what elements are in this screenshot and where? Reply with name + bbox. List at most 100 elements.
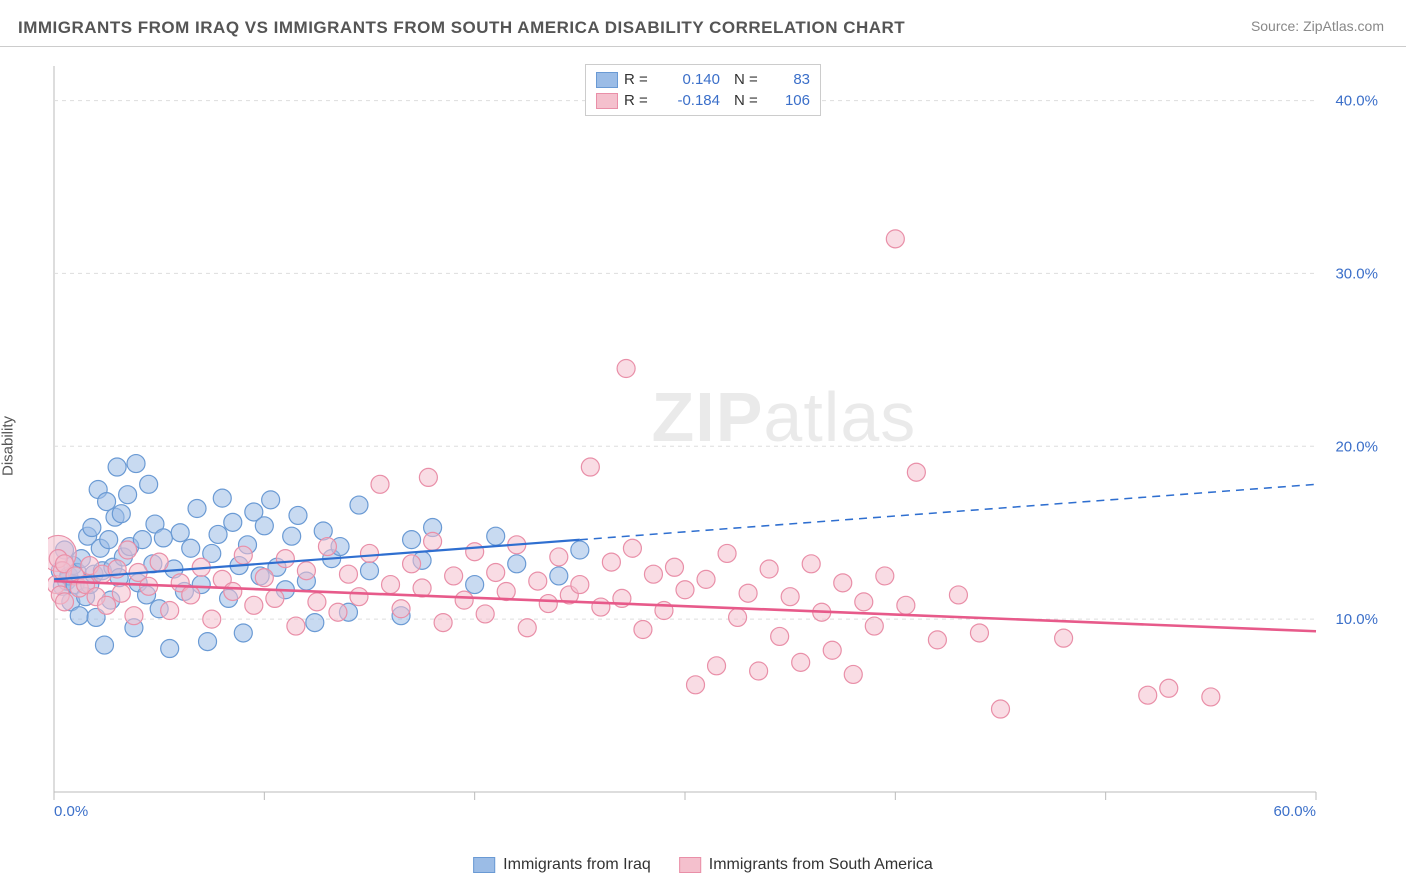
scatter-point [119, 541, 137, 559]
scatter-point [445, 567, 463, 585]
scatter-point [350, 588, 368, 606]
legend-series-label: Immigrants from South America [709, 856, 933, 874]
scatter-point [98, 596, 116, 614]
scatter-point [729, 608, 747, 626]
scatter-point [865, 617, 883, 635]
scatter-point [697, 570, 715, 588]
scatter-point [245, 596, 263, 614]
chart-container: IMMIGRANTS FROM IRAQ VS IMMIGRANTS FROM … [0, 0, 1406, 892]
scatter-point [539, 595, 557, 613]
legend-swatch-icon [679, 857, 701, 873]
legend-n-value: 83 [770, 71, 810, 88]
scatter-point [855, 593, 873, 611]
legend-series-item: Immigrants from South America [679, 856, 933, 874]
scatter-point [95, 636, 113, 654]
legend-r-value: 0.140 [660, 71, 720, 88]
scatter-point [350, 496, 368, 514]
chart-title: IMMIGRANTS FROM IRAQ VS IMMIGRANTS FROM … [18, 18, 1388, 38]
scatter-point [161, 602, 179, 620]
legend-n-value: 106 [770, 92, 810, 109]
legend-swatch-icon [473, 857, 495, 873]
scatter-point [234, 624, 252, 642]
x-tick-label: 0.0% [54, 803, 88, 820]
scatter-point [382, 576, 400, 594]
scatter-point [140, 475, 158, 493]
scatter-point [392, 600, 410, 618]
scatter-point [487, 527, 505, 545]
scatter-point [262, 491, 280, 509]
watermark: ZIPatlas [652, 378, 917, 456]
scatter-point [224, 513, 242, 531]
y-axis-label: Disability [0, 416, 17, 476]
scatter-point [203, 610, 221, 628]
scatter-point [802, 555, 820, 573]
legend-correlation-row: R =0.140N =83 [596, 69, 810, 90]
scatter-point [617, 360, 635, 378]
scatter-point [739, 584, 757, 602]
scatter-point [518, 619, 536, 637]
source-label: Source: ZipAtlas.com [1251, 18, 1384, 34]
scatter-point [907, 463, 925, 481]
scatter-point [209, 525, 227, 543]
scatter-point [361, 562, 379, 580]
legend-r-label: R = [624, 92, 654, 109]
scatter-point [434, 614, 452, 632]
scatter-point [781, 588, 799, 606]
legend-n-label: N = [734, 92, 764, 109]
scatter-point [581, 458, 599, 476]
scatter-point [992, 700, 1010, 718]
scatter-point [676, 581, 694, 599]
scatter-point [161, 640, 179, 658]
scatter-point [466, 576, 484, 594]
scatter-point [550, 548, 568, 566]
scatter-point [592, 598, 610, 616]
scatter-point [371, 475, 389, 493]
scatter-point [1202, 688, 1220, 706]
chart-plot-area: 10.0%20.0%30.0%40.0%0.0%60.0%ZIPatlas [48, 60, 1386, 822]
scatter-point [154, 529, 172, 547]
scatter-point [834, 574, 852, 592]
scatter-point [571, 576, 589, 594]
scatter-point [823, 641, 841, 659]
scatter-point [928, 631, 946, 649]
trend-line-extrapolated [580, 484, 1316, 539]
scatter-point [127, 455, 145, 473]
scatter-point [844, 665, 862, 683]
scatter-point [602, 553, 620, 571]
scatter-point [403, 555, 421, 573]
chart-svg: 10.0%20.0%30.0%40.0%0.0%60.0%ZIPatlas [48, 60, 1386, 822]
scatter-point [529, 572, 547, 590]
scatter-point [318, 538, 336, 556]
scatter-point [665, 558, 683, 576]
scatter-point [188, 500, 206, 518]
scatter-point [234, 546, 252, 564]
scatter-point [70, 607, 88, 625]
scatter-point [213, 489, 231, 507]
y-tick-label: 10.0% [1335, 611, 1378, 628]
scatter-point [455, 591, 473, 609]
scatter-point [403, 531, 421, 549]
scatter-point [182, 539, 200, 557]
scatter-point [876, 567, 894, 585]
scatter-point [339, 565, 357, 583]
legend-swatch-icon [596, 93, 618, 109]
scatter-point [634, 621, 652, 639]
scatter-point [171, 524, 189, 542]
scatter-point [199, 633, 217, 651]
scatter-point [255, 517, 273, 535]
scatter-point [283, 527, 301, 545]
scatter-point [886, 230, 904, 248]
scatter-point [276, 550, 294, 568]
scatter-point [750, 662, 768, 680]
scatter-point [112, 505, 130, 523]
legend-correlation-row: R =-0.184N =106 [596, 90, 810, 111]
scatter-point [1139, 686, 1157, 704]
y-tick-label: 30.0% [1335, 265, 1378, 282]
scatter-point [419, 468, 437, 486]
scatter-point [287, 617, 305, 635]
scatter-point [266, 589, 284, 607]
y-tick-label: 20.0% [1335, 438, 1378, 455]
scatter-point [571, 541, 589, 559]
scatter-point [687, 676, 705, 694]
divider [0, 46, 1406, 47]
